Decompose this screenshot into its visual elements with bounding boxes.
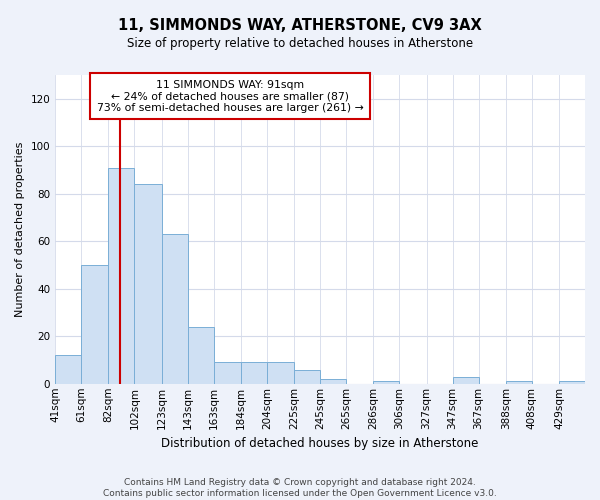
Bar (55, 356, 81, 384)
Bar (506, 382, 532, 384)
Text: Size of property relative to detached houses in Atherstone: Size of property relative to detached ho… (127, 38, 473, 51)
Bar (559, 382, 585, 384)
Text: 11 SIMMONDS WAY: 91sqm
← 24% of detached houses are smaller (87)
73% of semi-det: 11 SIMMONDS WAY: 91sqm ← 24% of detached… (97, 80, 364, 113)
Bar (373, 382, 399, 384)
Text: 11, SIMMONDS WAY, ATHERSTONE, CV9 3AX: 11, SIMMONDS WAY, ATHERSTONE, CV9 3AX (118, 18, 482, 32)
Bar (134, 184, 161, 384)
Text: Contains HM Land Registry data © Crown copyright and database right 2024.
Contai: Contains HM Land Registry data © Crown c… (103, 478, 497, 498)
Bar (161, 234, 188, 384)
X-axis label: Distribution of detached houses by size in Atherstone: Distribution of detached houses by size … (161, 437, 479, 450)
Bar (452, 376, 479, 384)
Bar (188, 327, 214, 384)
Bar (294, 370, 320, 384)
Y-axis label: Number of detached properties: Number of detached properties (15, 142, 25, 317)
Bar (109, 168, 134, 384)
Bar (81, 265, 109, 384)
Bar (320, 379, 346, 384)
Bar (267, 362, 294, 384)
Bar (241, 362, 267, 384)
Bar (214, 362, 241, 384)
